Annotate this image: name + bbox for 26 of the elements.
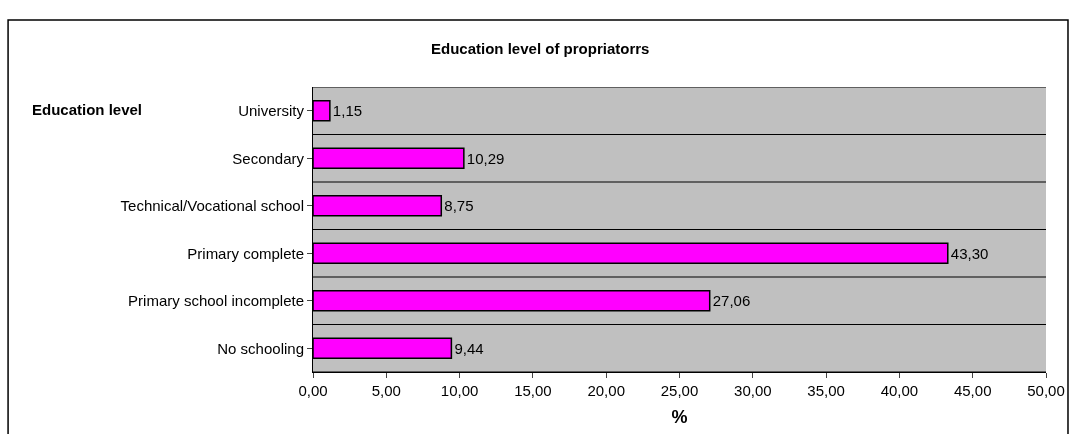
x-tick-label: 50,00 (1027, 382, 1065, 399)
y-tick-label: Technical/Vocational school (120, 197, 304, 214)
x-tick-label: 15,00 (514, 382, 552, 399)
x-tick-label: 30,00 (734, 382, 772, 399)
x-tick-label: 45,00 (953, 382, 992, 399)
data-label: 1,15 (332, 102, 363, 120)
y-tick-label: Secondary (232, 149, 305, 167)
data-label: 8,75 (444, 197, 474, 215)
y-tick-label: University (238, 102, 305, 119)
y-tick-label: Primary school incomplete (128, 292, 304, 309)
y-tick-label: No schooling (217, 339, 304, 357)
data-label: 9,44 (454, 339, 484, 357)
x-tick-label: 0,00 (298, 382, 328, 399)
x-axis-title: % (671, 407, 688, 428)
x-tick-label: 20,00 (587, 382, 625, 399)
chart-title: Education level of propriatorrs (431, 40, 650, 58)
x-tick-label: 5,00 (371, 382, 401, 399)
data-label: 43,30 (950, 244, 989, 262)
x-tick-label: 10,00 (440, 382, 479, 399)
x-tick-label: 35,00 (807, 382, 845, 399)
y-axis-title: Education level (32, 101, 143, 118)
x-tick-label: 25,00 (660, 382, 699, 399)
y-tick-label: Primary complete (187, 244, 304, 262)
x-tick-label: 40,00 (880, 382, 919, 399)
data-label: 27,06 (712, 292, 751, 310)
data-label: 10,29 (466, 149, 505, 167)
